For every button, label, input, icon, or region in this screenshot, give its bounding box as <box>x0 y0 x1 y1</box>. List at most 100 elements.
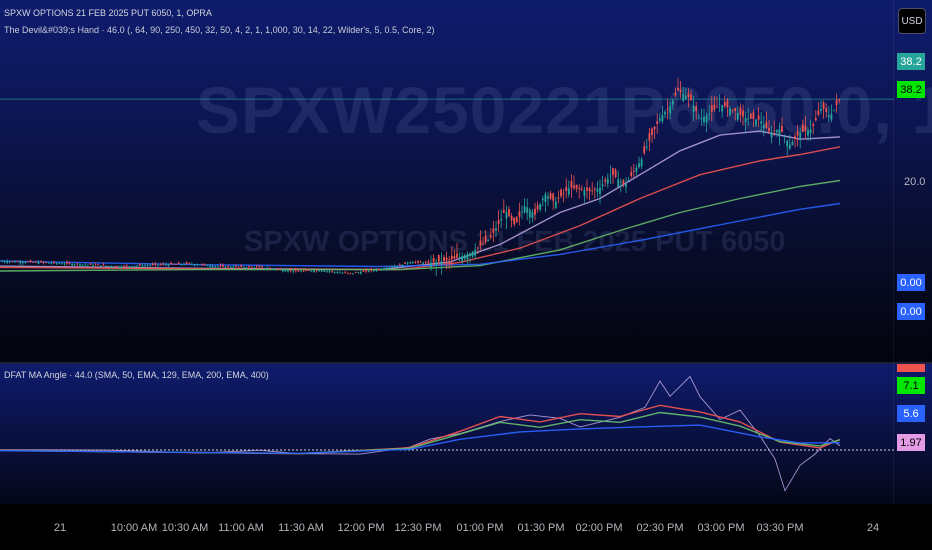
candle-body <box>1 261 3 262</box>
candle-body <box>755 119 757 126</box>
candle-body <box>84 264 87 266</box>
candle-body <box>362 271 365 272</box>
candle-body <box>757 115 760 120</box>
candle-body <box>258 266 261 268</box>
time-axis[interactable]: 21 10:00 AM 10:30 AM 11:00 AM 11:30 AM 12:00 … <box>0 504 932 550</box>
candle-body <box>734 107 737 111</box>
osc-label-c: 1.97 <box>897 434 925 451</box>
candle-body <box>73 264 76 265</box>
currency-button[interactable]: USD <box>898 8 926 34</box>
candle-body <box>791 142 794 146</box>
candle-body <box>638 163 640 168</box>
candle-body <box>474 249 477 256</box>
candle-body <box>692 105 695 112</box>
candle-body <box>510 216 513 221</box>
time-axis-label: 12:00 PM <box>337 522 385 534</box>
time-axis-label: 12:30 PM <box>394 522 442 534</box>
candle-body <box>141 265 144 267</box>
candle-body <box>105 265 107 267</box>
candle-body <box>625 183 627 188</box>
candle-body <box>8 261 11 263</box>
candle-body <box>401 264 404 267</box>
candle-body <box>648 133 651 141</box>
candle-body <box>94 264 97 266</box>
candle-body <box>739 107 742 115</box>
time-axis-label: 03:30 PM <box>756 522 804 534</box>
candle-body <box>14 261 16 263</box>
candle-body <box>232 266 235 268</box>
candle-body <box>175 264 178 265</box>
candle-body <box>99 265 102 267</box>
candle-body <box>541 198 544 201</box>
candle-body <box>578 187 581 190</box>
candle-body <box>643 146 646 154</box>
candle-body <box>53 261 55 264</box>
candle-body <box>697 116 700 118</box>
candle-body <box>352 273 354 275</box>
symbol-title[interactable]: SPXW OPTIONS 21 FEB 2025 PUT 6050, 1, OP… <box>4 8 212 18</box>
candle-body <box>164 264 167 266</box>
candles <box>1 77 841 276</box>
candle-body <box>606 178 609 184</box>
candle-body <box>261 266 263 268</box>
oscillator-series-line <box>0 424 841 455</box>
indicator-legend[interactable]: The Devil&#039;s Hand · 46.0 (, 64, 90, … <box>4 25 435 35</box>
candle-body <box>339 272 341 274</box>
candle-body <box>411 262 414 264</box>
candle-body <box>211 265 214 268</box>
candle-body <box>760 121 763 124</box>
candle-body <box>79 264 81 266</box>
candle-body <box>619 181 622 183</box>
candle-body <box>237 266 240 268</box>
candle-body <box>193 264 196 266</box>
candle-body <box>487 239 490 241</box>
candle-body <box>729 108 731 116</box>
candle-body <box>617 179 620 187</box>
candle-body <box>86 264 89 266</box>
candle-body <box>287 270 289 272</box>
candle-body <box>162 263 165 265</box>
candle-body <box>417 260 419 263</box>
candle-body <box>245 267 248 269</box>
candle-body <box>279 268 282 270</box>
candle-body <box>526 207 529 213</box>
candle-body <box>484 235 487 242</box>
candle-body <box>583 190 586 196</box>
price-chart-canvas[interactable] <box>0 0 894 362</box>
candle-body <box>177 262 180 265</box>
price-scale-border <box>893 0 894 504</box>
candle-body <box>461 256 464 262</box>
last-price-label: 38.2 <box>897 81 925 98</box>
pane-separator[interactable] <box>0 362 932 364</box>
oscillator-canvas[interactable] <box>0 364 894 504</box>
candle-body <box>375 269 378 271</box>
oscillator-legend[interactable]: DFAT MA Angle · 44.0 (SMA, 50, EMA, 129,… <box>4 370 269 380</box>
candle-body <box>463 255 466 260</box>
time-axis-label: 10:00 AM <box>110 522 158 534</box>
candle-body <box>110 266 113 267</box>
candle-body <box>632 171 635 172</box>
main-chart-pane[interactable]: SPXW250221P6050.0, 1 SPXW OPTIONS 21 FEB… <box>0 0 932 362</box>
candle-body <box>424 261 427 263</box>
candle-body <box>422 262 425 264</box>
candle-body <box>146 265 149 267</box>
candle-body <box>55 263 58 264</box>
candle-body <box>266 268 269 269</box>
candle-body <box>63 263 66 265</box>
candle-body <box>391 267 393 268</box>
candle-body <box>588 188 591 192</box>
candle-body <box>744 118 747 122</box>
candle-body <box>562 193 565 195</box>
candle-body <box>42 262 45 264</box>
candle-body <box>60 263 63 265</box>
candle-body <box>443 257 445 262</box>
candle-body <box>817 110 820 115</box>
candle-body <box>414 262 417 263</box>
candle-body <box>482 243 484 245</box>
candle-body <box>661 115 664 122</box>
candle-body <box>765 121 768 129</box>
candle-body <box>471 251 474 257</box>
oscillator-pane[interactable]: DFAT MA Angle · 44.0 (SMA, 50, EMA, 129,… <box>0 364 932 504</box>
candle-body <box>799 132 802 139</box>
